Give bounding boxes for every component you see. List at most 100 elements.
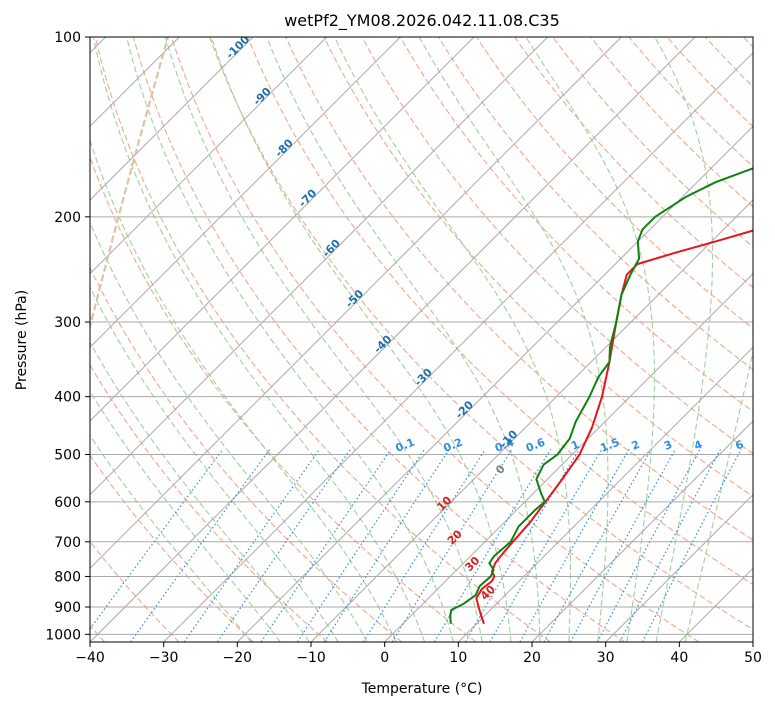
mixing-ratio-label: 0.1 — [394, 436, 417, 455]
moist-adiabat-line — [90, 220, 368, 642]
dry-adiabat-line — [90, 266, 403, 642]
isotherm-line — [90, 37, 254, 201]
dry-adiabat-line — [628, 37, 753, 168]
mixing-ratio-label: 0.6 — [524, 435, 547, 454]
dry-adiabat-label: 20 — [445, 527, 465, 547]
moist-adiabat-line — [418, 37, 609, 642]
mixing-ratio-line — [216, 448, 351, 642]
plot-frame — [89, 36, 754, 643]
moist-adiabat-line — [90, 138, 397, 642]
isopleth-labels: 0.10.20.40.611.52346810131620253036-100-… — [223, 37, 773, 603]
y-tick-label: 300 — [54, 315, 81, 331]
dry-adiabat-lines — [90, 37, 753, 642]
mixing-ratio-label: 6 — [734, 438, 746, 453]
dry-adiabat-line — [476, 37, 753, 330]
x-tick-label: −40 — [75, 650, 105, 666]
moist-adiabat-line — [210, 37, 512, 642]
background-curve-line — [90, 37, 170, 331]
isotherm-line — [90, 37, 549, 496]
mixing-ratio-line — [596, 448, 701, 642]
mixing-ratio-label: 4 — [692, 438, 704, 453]
moist-adiabat-line — [684, 349, 753, 642]
x-tick-label: 30 — [597, 650, 615, 666]
isotherm-line — [90, 37, 696, 642]
dry-adiabat-line — [399, 37, 753, 413]
mixing-ratio-label: 3 — [662, 438, 674, 453]
moist-adiabat-line — [334, 37, 572, 642]
moist-adiabat-line — [90, 389, 281, 642]
x-tick-label: −20 — [223, 650, 253, 666]
moist-adiabat-line — [164, 37, 483, 642]
isotherm-lines — [90, 37, 753, 642]
isotherm-line — [90, 37, 622, 570]
mixing-ratio-line — [391, 448, 513, 642]
isotherm-line — [678, 567, 753, 642]
mixing-ratio-label: 0.2 — [442, 436, 465, 455]
dry-adiabat-line — [704, 37, 753, 88]
temperature-line — [475, 229, 753, 625]
dry-adiabat-line — [285, 37, 753, 541]
dry-adiabat-line — [361, 37, 753, 455]
dry-adiabat-line — [743, 37, 753, 48]
dry-adiabat-line — [132, 37, 625, 642]
y-axis-label: Pressure (hPa) — [14, 290, 30, 390]
moist-adiabat-line — [92, 37, 426, 642]
y-tick-label: 1000 — [45, 627, 81, 643]
mixing-ratio-line — [130, 448, 271, 642]
mixing-ratio-line — [90, 448, 224, 630]
dry-adiabat-line — [666, 37, 753, 128]
dry-adiabat-line — [437, 37, 753, 371]
dry-adiabat-line — [94, 37, 551, 642]
x-tick-label: 0 — [380, 650, 389, 666]
isotherm-line — [531, 420, 753, 642]
chart-title: wetPf2_YM08.2026.042.11.08.C35 — [284, 11, 560, 31]
moist-adiabat-line — [654, 37, 714, 642]
x-tick-label: 10 — [449, 650, 467, 666]
moist-adiabat-line — [90, 285, 339, 642]
y-axis-ticks: 100 200 300 400 500 600 700 800 900 1000 — [45, 30, 90, 643]
isotherm-line — [90, 37, 328, 275]
y-tick-label: 400 — [54, 390, 81, 406]
isotherm-line — [752, 641, 753, 642]
mixing-ratio-label: 1 — [569, 438, 581, 453]
x-tick-label: −30 — [149, 650, 179, 666]
mixing-ratio-line — [569, 448, 676, 642]
y-tick-label: 600 — [54, 495, 81, 511]
y-tick-label: 200 — [54, 210, 81, 226]
dry-adiabat-line — [552, 37, 753, 248]
y-tick-label: 500 — [54, 448, 81, 464]
isotherm-line — [90, 37, 401, 349]
x-tick-label: −10 — [296, 650, 326, 666]
isotherm-label: -50 — [343, 287, 366, 310]
moist-adiabat-line — [266, 37, 541, 642]
y-tick-label: 100 — [54, 30, 81, 46]
moist-adiabat-line — [525, 37, 656, 642]
dry-adiabat-line — [170, 37, 700, 642]
dewpoint-line — [449, 167, 753, 624]
mixing-ratio-label: 8 — [761, 438, 773, 453]
mixing-ratio-line — [296, 448, 426, 642]
mixing-ratio-line — [642, 448, 742, 642]
dry-adiabat-line — [90, 363, 328, 642]
isotherm-label: -70 — [296, 186, 319, 209]
x-axis-ticks: −40 −30 −20 −10 0 10 20 30 40 50 — [75, 642, 762, 666]
sounding-series — [449, 167, 753, 625]
mixing-ratio-label: 2 — [630, 438, 642, 453]
mixing-ratio-line — [260, 448, 392, 642]
isotherm-line — [605, 493, 753, 642]
background-curve — [90, 37, 170, 331]
mixing-ratio-line — [323, 448, 450, 642]
y-tick-label: 800 — [54, 569, 81, 585]
mixing-ratio-label: 1.5 — [598, 436, 621, 455]
isotherm-label: -80 — [273, 136, 296, 159]
dry-adiabat-line — [90, 155, 477, 642]
isotherm-line — [236, 125, 753, 642]
dry-adiabat-line — [323, 37, 753, 498]
isotherm-label: -30 — [412, 366, 435, 389]
dry-adiabat-line — [90, 454, 254, 642]
x-tick-label: 40 — [670, 650, 688, 666]
isotherm-line — [457, 346, 753, 642]
dry-adiabat-line — [590, 37, 753, 208]
isotherm-line — [90, 37, 475, 422]
